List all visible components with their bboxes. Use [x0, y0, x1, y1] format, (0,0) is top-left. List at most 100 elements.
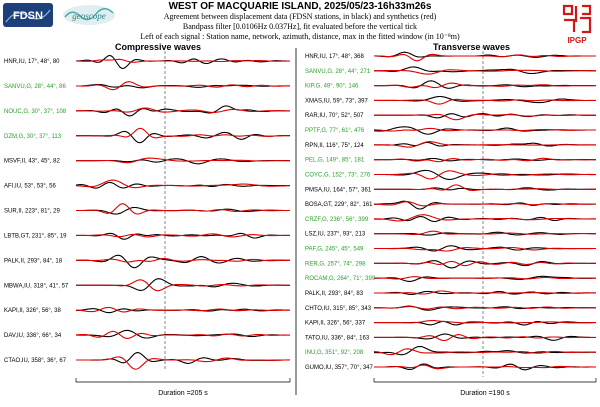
svg-text:geoscope: geoscope [72, 11, 106, 21]
synthetic-trace [75, 81, 290, 91]
station-label: PALK,II, 293°, 84°, 18 [4, 258, 63, 264]
synthetic-trace [75, 330, 290, 339]
synthetic-trace [374, 230, 596, 236]
station-label: PEL,G, 149°, 85°, 181 [305, 158, 365, 164]
station-label: BOSA,GT, 229°, 82°, 161 [305, 202, 373, 208]
station-label: CTAO,IU, 358°, 36°, 67 [4, 358, 67, 364]
figure-subtitle-3: Left of each signal : Station name, netw… [140, 32, 460, 41]
data-trace [374, 141, 596, 147]
synthetic-trace [374, 260, 596, 267]
figure-subtitle-1: Agreement between displacement data (FDS… [163, 12, 437, 21]
synthetic-trace [374, 69, 596, 75]
station-label: CHTO,IU, 315°, 85°, 343 [305, 306, 372, 312]
synthetic-trace [76, 306, 290, 313]
svg-text:FDSN: FDSN [13, 10, 43, 22]
transverse-panel-title: Transverse waves [433, 42, 511, 52]
synthetic-trace [76, 356, 290, 370]
data-trace [374, 260, 596, 269]
synthetic-trace [76, 157, 290, 164]
synthetic-trace [374, 306, 596, 310]
data-trace [374, 51, 596, 58]
synthetic-trace [373, 201, 597, 207]
data-trace [373, 345, 596, 356]
station-label: MBWA,IU, 318°, 41°, 57 [4, 283, 69, 289]
synthetic-trace [76, 107, 290, 113]
synthetic-trace [76, 257, 290, 263]
synthetic-trace [374, 98, 596, 105]
station-label: SANVU,G, 28°, 44°, 86 [4, 84, 66, 90]
data-trace [374, 66, 596, 75]
station-label: CRZF,G, 236°, 56°, 399 [305, 217, 369, 223]
station-label: LSZ,IU, 237°, 93°, 213 [305, 232, 366, 238]
transverse-duration-label: Duration =190 s [460, 390, 510, 397]
station-label: ROCAM,G, 264°, 71°, 399 [305, 276, 376, 282]
station-label: PALK,II, 293°, 84°, 83 [305, 291, 364, 297]
station-label: KAPI,II, 326°, 56°, 38 [4, 308, 61, 314]
station-label: INU,G, 351°, 92°, 208 [305, 350, 364, 356]
synthetic-trace [373, 348, 596, 356]
station-label: GUMO,IU, 357°, 70°, 347 [305, 365, 373, 371]
station-label: RPN,II, 116°, 75°, 124 [305, 143, 364, 149]
data-trace [75, 54, 290, 69]
compressive-panel-title: Compressive waves [115, 42, 202, 52]
figure-subtitle-2: Bandpass filter [0.0106Hz 0.037Hz], fit … [182, 22, 418, 31]
synthetic-trace [75, 179, 290, 189]
station-label: PPTF,G, 77°, 61°, 476 [305, 128, 365, 134]
synthetic-trace [76, 279, 290, 292]
synthetic-trace [76, 203, 290, 215]
fdsn-logo: FDSN [2, 2, 54, 28]
synthetic-trace [374, 247, 596, 252]
station-label: DZM,G, 30°, 37°, 113 [4, 134, 62, 140]
synthetic-trace [374, 127, 596, 132]
data-trace [76, 308, 291, 314]
synthetic-trace [374, 141, 596, 148]
synthetic-trace [374, 320, 596, 324]
station-label: AFI,IU, 53°, 53°, 56 [4, 184, 56, 190]
station-label: HNR,IU, 17°, 48°, 368 [305, 54, 364, 60]
synthetic-trace [374, 184, 596, 191]
synthetic-trace [374, 157, 596, 163]
data-trace [76, 352, 290, 364]
data-trace [76, 232, 290, 240]
station-label: KIP,G, 49°, 90°, 146 [305, 84, 359, 90]
synthetic-trace [75, 58, 291, 63]
data-trace [374, 200, 596, 210]
station-label: PAF,G, 245°, 45°, 549 [305, 247, 364, 253]
synthetic-trace [374, 214, 596, 222]
station-label: RAR,IU, 70°, 52°, 507 [305, 113, 364, 119]
ipgp-logo: IPGP [560, 2, 594, 46]
synthetic-trace [374, 170, 596, 180]
synthetic-trace [374, 290, 596, 295]
station-label: XMAS,IU, 59°, 73°, 397 [305, 98, 368, 104]
station-label: NOUC,G, 30°, 37°, 108 [4, 109, 67, 115]
svg-text:IPGP: IPGP [567, 36, 587, 45]
data-trace [76, 130, 290, 144]
synthetic-trace [374, 364, 596, 370]
station-label: HNR,IU, 17°, 48°, 80 [4, 59, 60, 65]
station-label: SANVU,G, 28°, 44°, 271 [305, 69, 371, 75]
station-label: DAV,IU, 336°, 66°, 34 [4, 333, 62, 339]
synthetic-trace [374, 53, 596, 62]
data-trace [374, 95, 596, 104]
synthetic-trace [374, 334, 596, 342]
compressive-duration-label: Duration =205 s [158, 390, 208, 397]
station-label: COYC,G, 152°, 73°, 276 [305, 172, 371, 178]
station-label: PMSA,IU, 164°, 57°, 361 [305, 187, 372, 193]
station-label: RER,G, 257°, 74°, 298 [305, 261, 366, 267]
synthetic-trace [76, 233, 290, 238]
station-label: LBTB,GT, 231°, 85°, 19 [4, 233, 67, 239]
geoscope-logo: geoscope [62, 4, 116, 26]
synthetic-trace [374, 276, 597, 280]
data-trace [76, 254, 290, 269]
station-label: TATO,IU, 336°, 84°, 163 [305, 335, 370, 341]
synthetic-trace [374, 82, 596, 89]
station-label: MSVF,II, 43°, 45°, 82 [4, 159, 60, 165]
figure-title: WEST OF MACQUARIE ISLAND, 2025/05/23-16h… [168, 1, 432, 12]
synthetic-trace [76, 127, 291, 139]
synthetic-trace [374, 113, 596, 121]
data-trace [374, 290, 596, 295]
station-label: KAPI,II, 326°, 56°, 337 [305, 321, 366, 327]
station-label: SUR,II, 223°, 81°, 29 [4, 209, 60, 215]
